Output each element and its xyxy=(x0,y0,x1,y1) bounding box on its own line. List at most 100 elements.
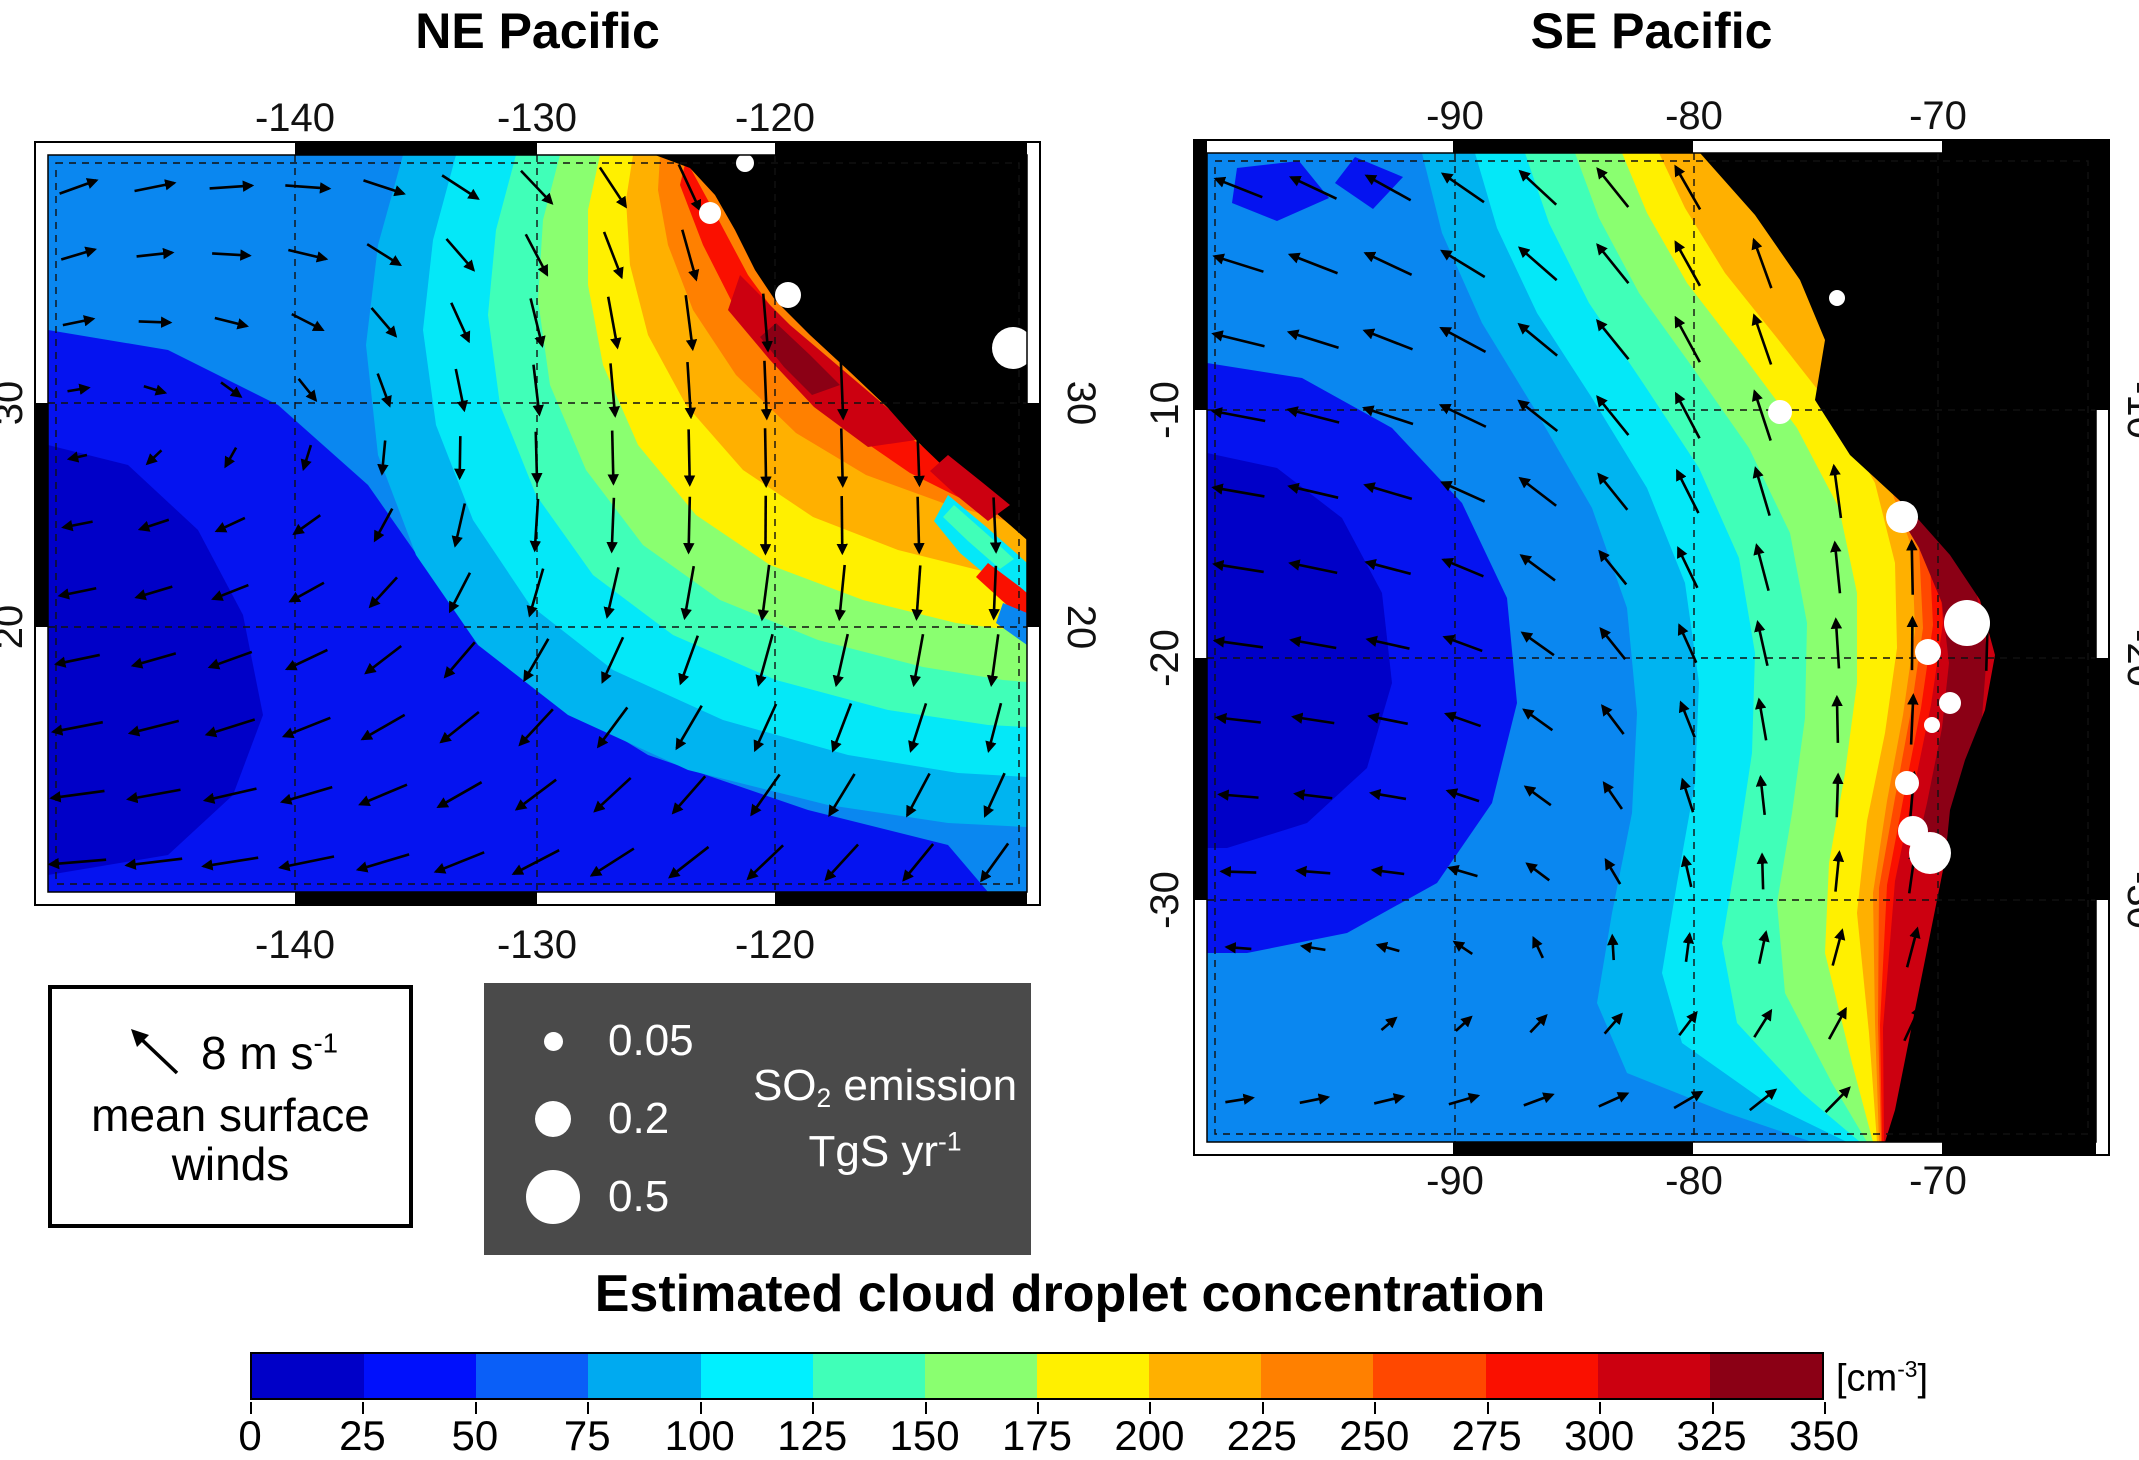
colorbar-tick-label: 175 xyxy=(1002,1412,1072,1460)
so2-source-dot xyxy=(1909,832,1951,874)
wind-legend-line1: mean surface xyxy=(91,1091,370,1139)
axis-tick-label: -10 xyxy=(2119,381,2139,439)
colorbar-segment xyxy=(813,1354,925,1398)
wind-arrow xyxy=(612,431,613,484)
axis-tick-label: -20 xyxy=(2119,629,2139,687)
colorbar-tick-label: 350 xyxy=(1789,1412,1859,1460)
axis-tick-label: -80 xyxy=(1665,94,1723,138)
wind-legend-line2: winds xyxy=(172,1140,290,1188)
axis-tick-label: -30 xyxy=(1143,871,1187,929)
colorbar-tick-label: 25 xyxy=(339,1412,386,1460)
so2-source-dot xyxy=(1944,600,1990,646)
so2-size-row: 0.5 xyxy=(524,1165,749,1229)
so2-size-dot-small xyxy=(544,1032,563,1051)
se-pacific-map: -90-90-80-80-70-70-10-10-20-20-30-30 xyxy=(1140,70,2139,1210)
so2-source-dot xyxy=(1886,501,1918,533)
wind-arrow xyxy=(1762,855,1763,890)
colorbar-unit: [cm-3] xyxy=(1836,1356,1928,1401)
axis-tick-label: -140 xyxy=(255,96,335,140)
axis-tick-label: -140 xyxy=(255,923,335,967)
so2-dot-wrap xyxy=(524,1101,582,1137)
wind-arrow xyxy=(1912,541,1913,594)
so2-size-dot-large xyxy=(526,1170,580,1224)
so2-legend-title: SO2 emission TgS yr-1 xyxy=(749,1009,1021,1229)
so2-source-dot xyxy=(1829,290,1845,306)
wind-arrow xyxy=(536,432,537,482)
colorbar-segment xyxy=(476,1354,588,1398)
wind-arrow xyxy=(1837,775,1838,817)
colorbar-segment xyxy=(1373,1354,1485,1398)
axis-tick-label: -130 xyxy=(497,96,577,140)
colorbar-tick-label: 325 xyxy=(1677,1412,1747,1460)
so2-emission-legend: 0.05 0.2 0.5 SO2 emission TgS yr-1 xyxy=(484,983,1031,1255)
colorbar-tick-label: 225 xyxy=(1227,1412,1297,1460)
colorbar-segment xyxy=(925,1354,1037,1398)
wind-arrow xyxy=(842,496,843,553)
axis-tick-label: -70 xyxy=(1909,1159,1967,1203)
so2-source-dot xyxy=(699,202,721,224)
colorbar-title: Estimated cloud droplet concentration xyxy=(270,1264,1870,1324)
so2-source-dot xyxy=(1895,771,1919,795)
so2-dot-wrap xyxy=(524,1170,582,1224)
wind-arrow xyxy=(1837,697,1838,743)
colorbar-segment xyxy=(701,1354,813,1398)
so2-size-row: 0.2 xyxy=(524,1087,749,1151)
colorbar-tick-label: 0 xyxy=(238,1412,261,1460)
colorbar-segment xyxy=(1037,1354,1149,1398)
wind-arrow xyxy=(139,321,170,322)
so2-dot-wrap xyxy=(524,1032,582,1051)
axis-tick-label: -120 xyxy=(735,96,815,140)
colorbar-tick-label: 150 xyxy=(890,1412,960,1460)
wind-arrow xyxy=(1612,936,1613,960)
axis-tick-label: 30 xyxy=(1059,381,1103,426)
so2-legend-title-line1: SO2 emission xyxy=(753,1053,1017,1119)
colorbar-tick-label: 275 xyxy=(1452,1412,1522,1460)
axis-tick-label: 30 xyxy=(0,381,31,426)
so2-source-dot xyxy=(736,154,754,172)
axis-tick-label: -70 xyxy=(1909,94,1967,138)
wind-reference-speed: 8 m s-1 xyxy=(201,1026,338,1080)
axis-tick-label: -30 xyxy=(2119,871,2139,929)
so2-source-dot xyxy=(1915,639,1941,665)
colorbar-tick-label: 50 xyxy=(451,1412,498,1460)
axis-tick-label: -90 xyxy=(1426,94,1484,138)
axis-tick-label: 20 xyxy=(1059,605,1103,650)
wind-arrow xyxy=(918,497,920,553)
so2-size-value: 0.2 xyxy=(608,1094,669,1144)
axis-tick-label: -20 xyxy=(1143,629,1187,687)
colorbar-segment xyxy=(1149,1354,1261,1398)
axis-tick-label: 20 xyxy=(0,605,31,650)
wind-reference-row: 8 m s-1 xyxy=(123,1025,338,1081)
so2-size-value: 0.5 xyxy=(608,1172,669,1222)
axis-tick-label: -10 xyxy=(1143,381,1187,439)
so2-size-dot-medium xyxy=(535,1101,571,1137)
wind-speed-legend: 8 m s-1 mean surface winds xyxy=(48,985,413,1228)
wind-arrow xyxy=(689,497,690,552)
colorbar-tick-label: 100 xyxy=(665,1412,735,1460)
wind-reference-arrow-icon xyxy=(123,1025,185,1081)
ne-map-title: NE Pacific xyxy=(35,2,1040,60)
colorbar-tick-label: 125 xyxy=(777,1412,847,1460)
so2-size-row: 0.05 xyxy=(524,1009,749,1073)
colorbar-segment xyxy=(1261,1354,1373,1398)
wind-arrow xyxy=(841,428,843,485)
colorbar-segment xyxy=(252,1354,364,1398)
colorbar-tick-label: 250 xyxy=(1339,1412,1409,1460)
colorbar-tick-label: 300 xyxy=(1564,1412,1634,1460)
colorbar-segment xyxy=(1598,1354,1710,1398)
colorbar-segment xyxy=(1486,1354,1598,1398)
colorbar-tick-label: 75 xyxy=(564,1412,611,1460)
so2-size-rows: 0.05 0.2 0.5 xyxy=(524,1009,749,1229)
so2-source-dot xyxy=(1939,692,1961,714)
colorbar-segment xyxy=(588,1354,700,1398)
so2-legend-title-line2: TgS yr-1 xyxy=(808,1119,961,1185)
so2-source-dot xyxy=(1768,400,1792,424)
wind-arrow xyxy=(689,429,690,484)
axis-tick-label: -120 xyxy=(735,923,815,967)
wind-arrow xyxy=(1227,947,1252,949)
colorbar-segment xyxy=(1710,1354,1822,1398)
so2-source-dot xyxy=(1924,717,1940,733)
axis-tick-label: -80 xyxy=(1665,1159,1723,1203)
se-map-title: SE Pacific xyxy=(1194,2,2109,60)
